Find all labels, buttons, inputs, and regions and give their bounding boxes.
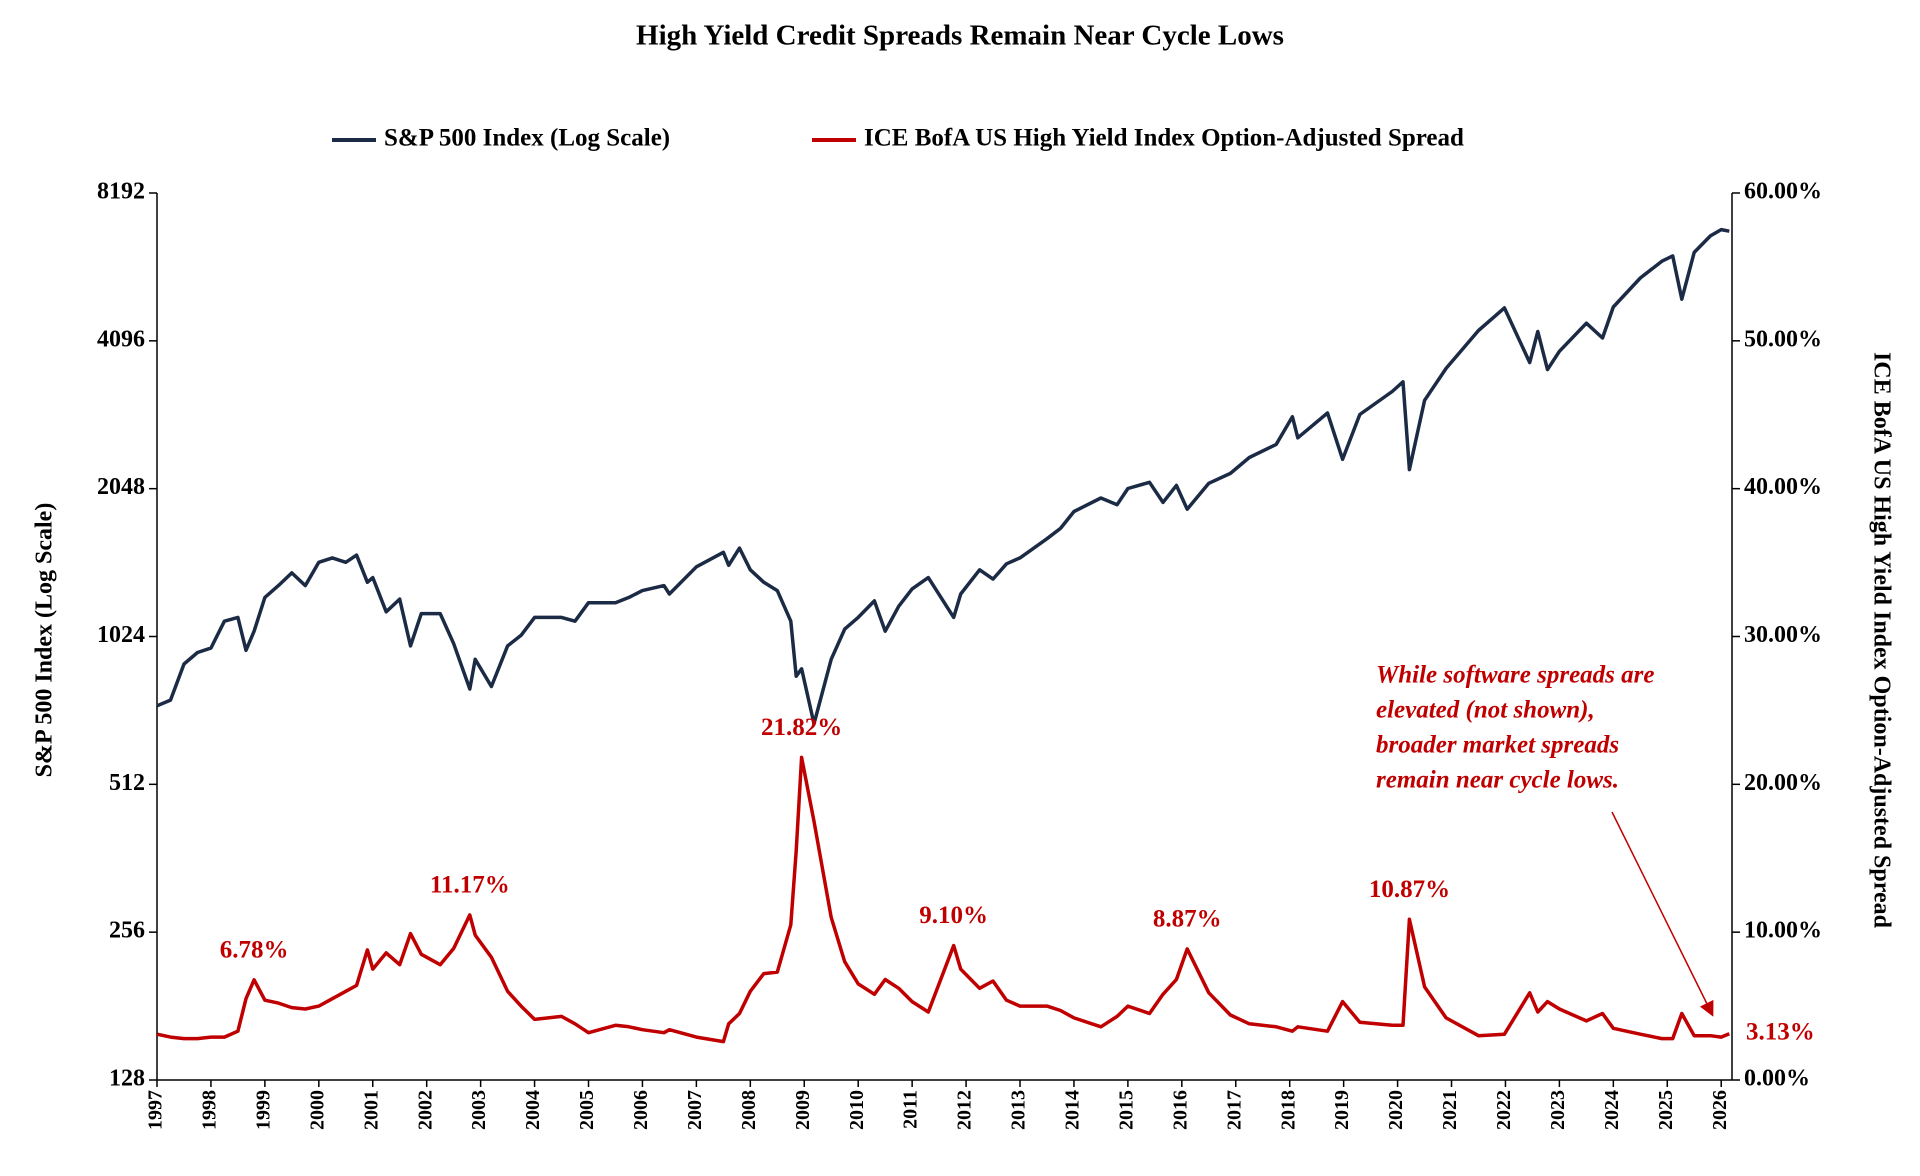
x-tick-label: 2024	[1601, 1090, 1623, 1130]
value-label: 21.82%	[761, 714, 842, 741]
x-tick-label: 2013	[1008, 1090, 1030, 1130]
x-tick-label: 2002	[414, 1090, 436, 1130]
y-tick-label: 1024	[97, 622, 145, 648]
value-label: 9.10%	[919, 902, 988, 929]
x-tick-label: 2008	[738, 1090, 760, 1130]
y-tick-label: 128	[109, 1066, 145, 1092]
y-tick-label: 2048	[97, 474, 145, 500]
legend-label: S&P 500 Index (Log Scale)	[384, 125, 670, 152]
x-tick-label: 2025	[1655, 1090, 1677, 1130]
y-tick-label: 512	[109, 770, 145, 796]
value-label: 8.87%	[1153, 906, 1222, 933]
x-tick-label: 2020	[1385, 1090, 1407, 1130]
value-label: 3.13%	[1746, 1018, 1815, 1045]
x-tick-label: 1998	[199, 1090, 221, 1130]
y-tick-label: 4096	[97, 326, 145, 352]
legend-label: ICE BofA US High Yield Index Option-Adju…	[864, 125, 1464, 152]
annotation-text: While software spreads are	[1376, 662, 1654, 689]
y-tick-label: 8192	[97, 179, 145, 205]
x-tick-label: 2023	[1547, 1090, 1569, 1130]
x-tick-label: 2011	[900, 1090, 922, 1129]
x-tick-label: 2019	[1331, 1090, 1353, 1130]
y2-tick-label: 0.00%	[1744, 1066, 1810, 1092]
x-tick-label: 2010	[846, 1090, 868, 1130]
x-tick-label: 2015	[1115, 1090, 1137, 1130]
x-tick-label: 2004	[522, 1090, 544, 1130]
y-tick-label: 256	[109, 918, 145, 944]
annotation-arrow	[1611, 811, 1714, 1017]
x-tick-label: 2000	[306, 1090, 328, 1130]
y2-tick-label: 40.00%	[1744, 474, 1822, 500]
y2-tick-label: 30.00%	[1744, 622, 1822, 648]
x-tick-label: 2007	[684, 1090, 706, 1130]
value-label: 11.17%	[430, 872, 510, 899]
series-line	[156, 227, 1730, 726]
x-tick-label: 1997	[145, 1090, 167, 1130]
x-tick-label: 1999	[252, 1090, 274, 1130]
x-tick-label: 2021	[1439, 1090, 1461, 1130]
annotation-text: broader market spreads	[1376, 732, 1619, 759]
x-tick-label: 2012	[954, 1090, 976, 1130]
x-tick-label: 2022	[1493, 1090, 1515, 1130]
x-tick-label: 2014	[1062, 1090, 1084, 1130]
x-tick-label: 2026	[1709, 1090, 1731, 1130]
x-tick-label: 2009	[792, 1090, 814, 1130]
x-tick-label: 2018	[1277, 1090, 1299, 1130]
value-label: 6.78%	[220, 937, 289, 964]
annotation-text: elevated (not shown),	[1376, 697, 1595, 724]
x-tick-label: 2001	[360, 1090, 382, 1130]
value-label: 10.87%	[1369, 876, 1450, 903]
y2-tick-label: 10.00%	[1744, 918, 1822, 944]
x-tick-label: 2005	[576, 1090, 598, 1130]
x-tick-label: 2006	[630, 1090, 652, 1130]
annotation-text: remain near cycle lows.	[1376, 767, 1619, 794]
x-tick-label: 2003	[468, 1090, 490, 1130]
x-tick-label: 2016	[1169, 1090, 1191, 1130]
y2-tick-label: 50.00%	[1744, 326, 1822, 352]
y2-tick-label: 20.00%	[1744, 770, 1822, 796]
y2-axis-title: ICE BofA US High Yield Index Option-Adju…	[1868, 352, 1894, 929]
series-line	[156, 755, 1730, 1044]
x-tick-label: 2017	[1223, 1090, 1245, 1130]
y-axis-title: S&P 500 Index (Log Scale)	[32, 503, 58, 778]
chart-title: High Yield Credit Spreads Remain Near Cy…	[636, 20, 1284, 52]
y2-tick-label: 60.00%	[1744, 179, 1822, 205]
